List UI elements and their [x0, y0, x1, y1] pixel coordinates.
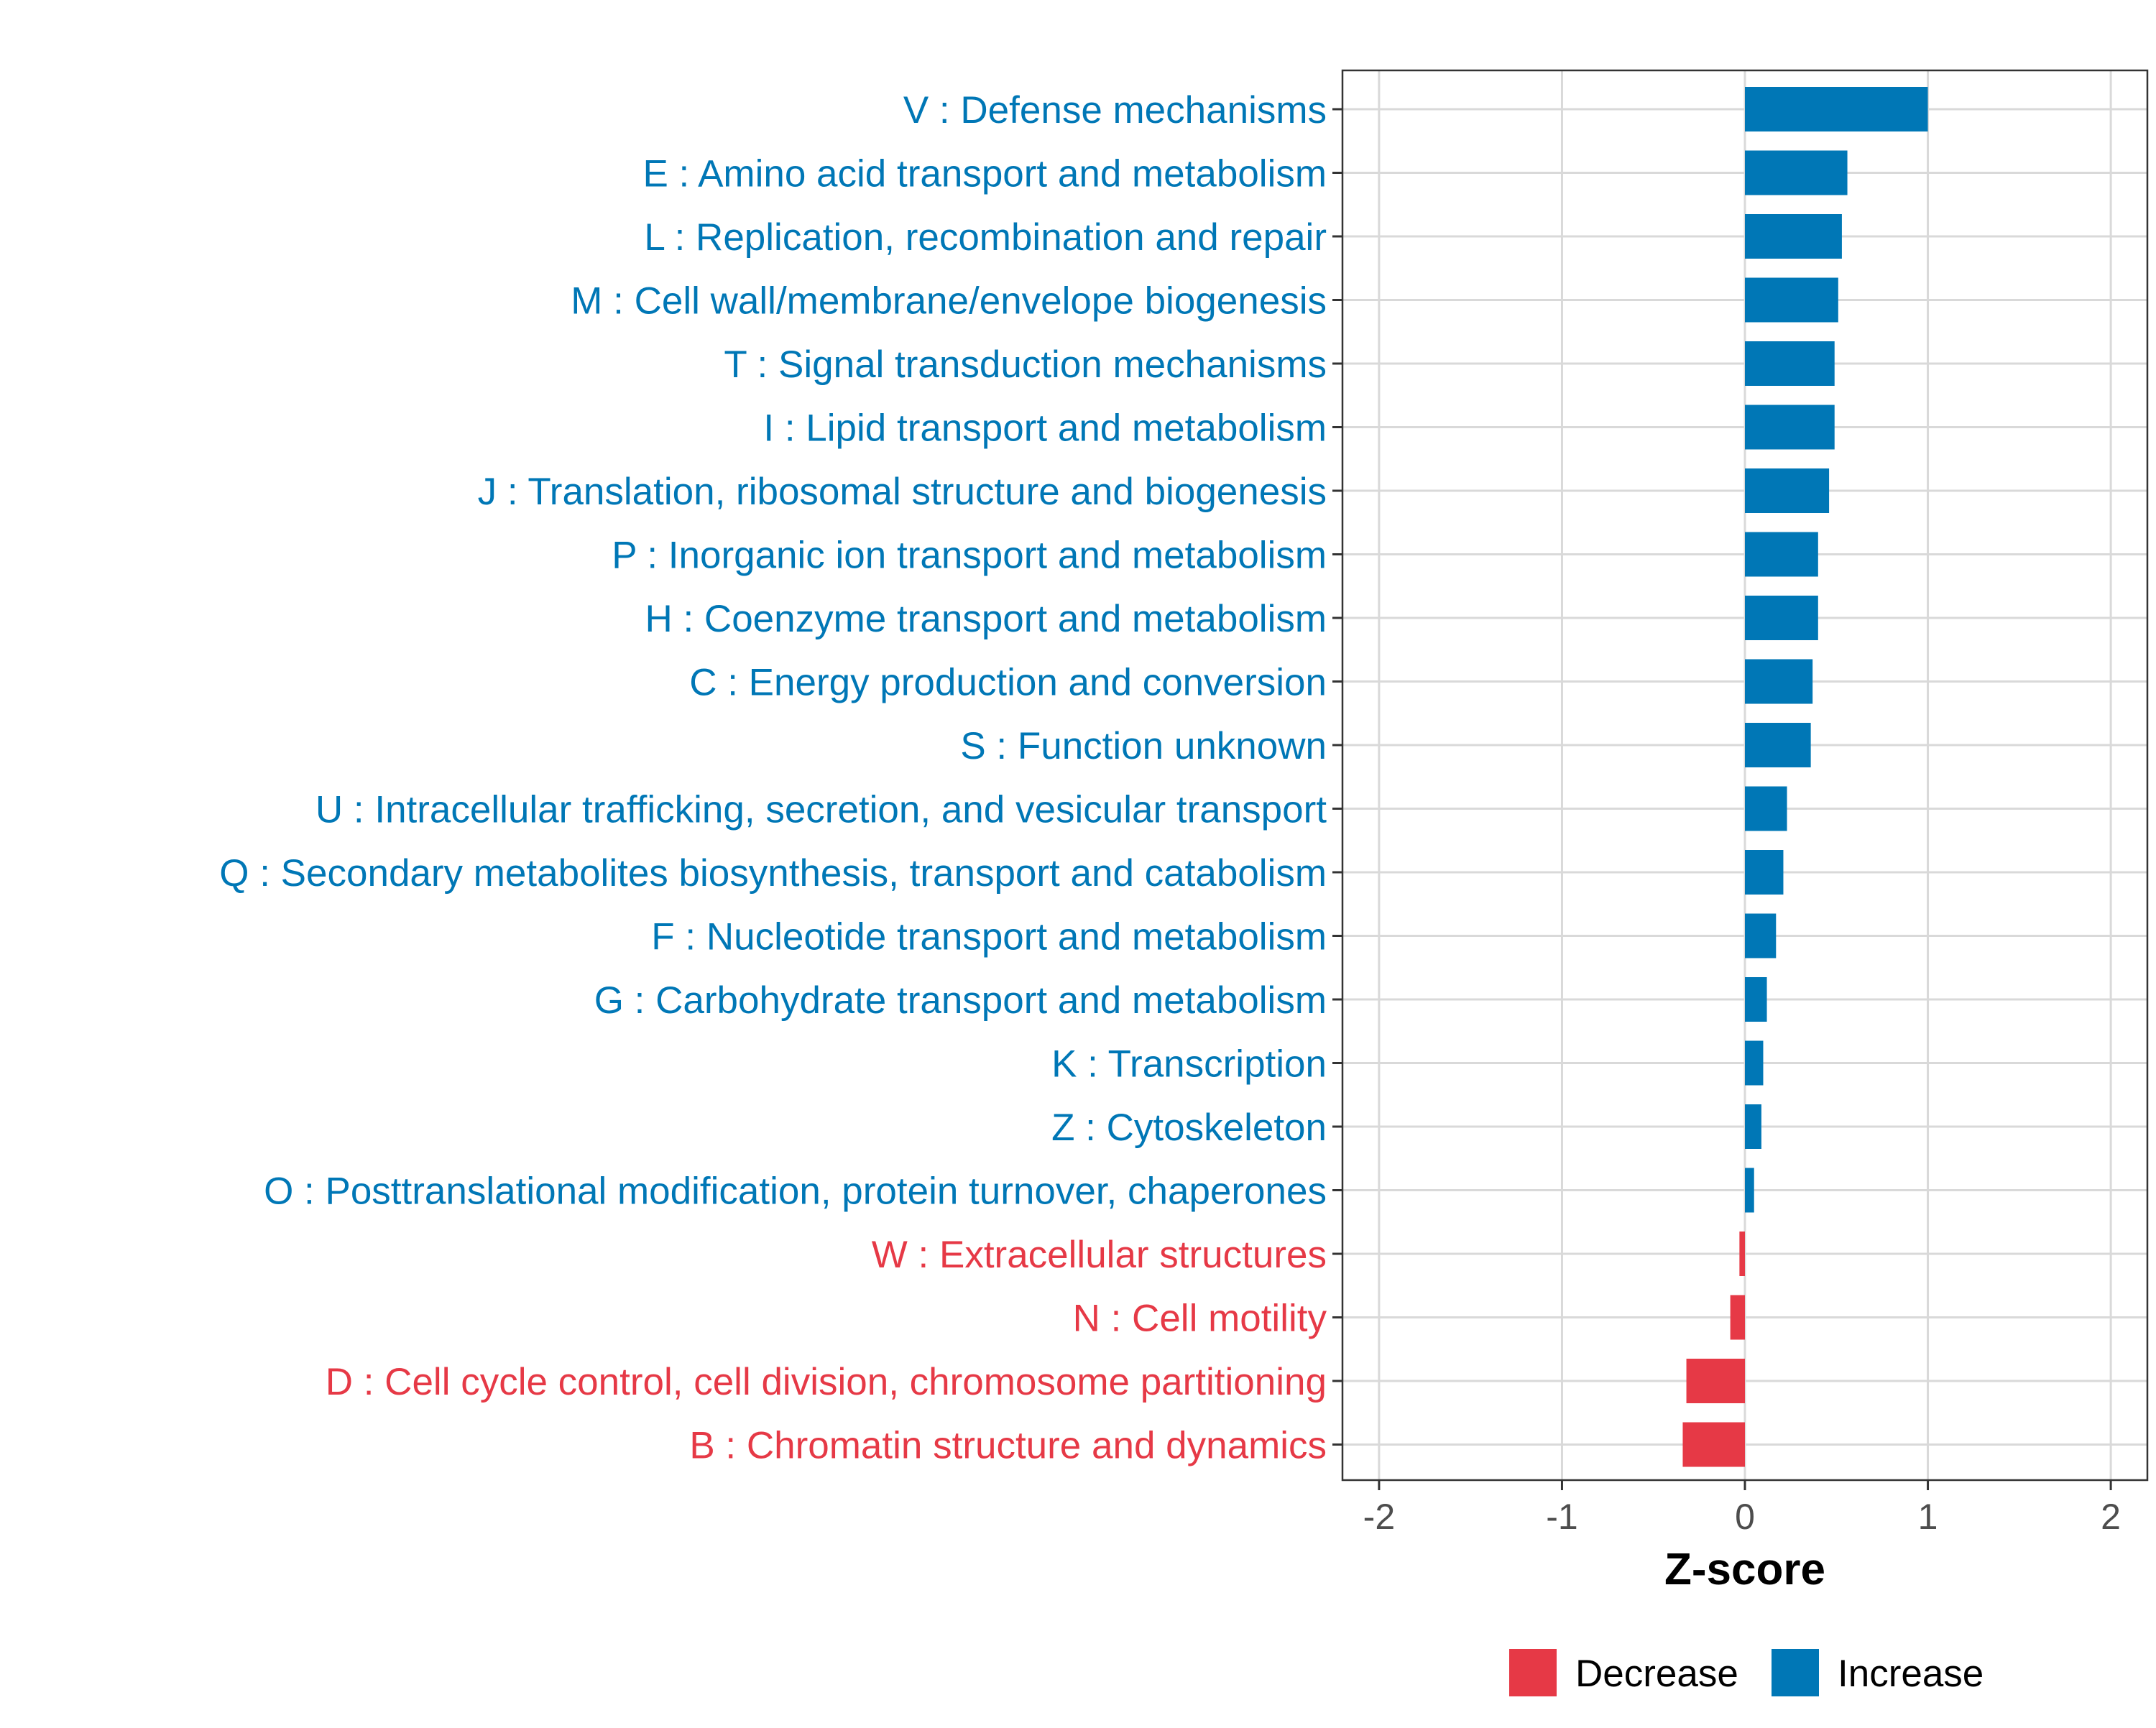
- bar: [1745, 532, 1818, 577]
- category-label: C : Energy production and conversion: [689, 662, 1327, 704]
- legend-label: Decrease: [1575, 1653, 1738, 1695]
- x-tick-label: -2: [1363, 1497, 1395, 1537]
- category-label: W : Extracellular structures: [872, 1234, 1327, 1276]
- bar: [1745, 341, 1835, 386]
- bar: [1739, 1232, 1745, 1276]
- bar: [1745, 786, 1787, 831]
- bar: [1745, 87, 1928, 131]
- category-label: B : Chromatin structure and dynamics: [689, 1425, 1327, 1467]
- legend-label: Increase: [1838, 1653, 1984, 1695]
- category-label: S : Function unknown: [960, 725, 1327, 767]
- category-label: L : Replication, recombination and repai…: [644, 216, 1327, 259]
- bar: [1745, 1104, 1761, 1149]
- bar: [1745, 850, 1784, 895]
- bar-layer: [1682, 87, 1928, 1467]
- x-tick-label: 1: [1918, 1497, 1938, 1537]
- legend-swatch: [1509, 1649, 1557, 1696]
- bar: [1745, 277, 1838, 323]
- x-tick-label: 2: [2101, 1497, 2121, 1537]
- bar: [1745, 468, 1830, 513]
- bar: [1745, 723, 1811, 767]
- bar: [1686, 1359, 1745, 1403]
- category-label: I : Lipid transport and metabolism: [763, 407, 1327, 450]
- category-label: U : Intracellular trafficking, secretion…: [315, 789, 1327, 831]
- bar: [1745, 150, 1848, 195]
- x-axis: -2 -1 0 1 2: [1363, 1480, 2121, 1537]
- category-label: K : Transcription: [1051, 1043, 1327, 1086]
- category-label: D : Cell cycle control, cell division, c…: [326, 1361, 1327, 1403]
- category-label: M : Cell wall/membrane/envelope biogenes…: [571, 280, 1327, 323]
- x-tick-label: 0: [1735, 1497, 1755, 1537]
- category-label: N : Cell motility: [1073, 1298, 1327, 1340]
- category-label: E : Amino acid transport and metabolism: [642, 153, 1327, 195]
- bar: [1745, 1168, 1754, 1213]
- category-label: J : Translation, ribosomal structure and…: [478, 471, 1327, 513]
- bar: [1730, 1295, 1745, 1340]
- category-label: V : Defense mechanisms: [903, 89, 1327, 131]
- category-label: P : Inorganic ion transport and metaboli…: [612, 535, 1327, 577]
- bar: [1745, 659, 1813, 704]
- legend: Decrease Increase: [1509, 1649, 1984, 1696]
- legend-swatch: [1772, 1649, 1819, 1696]
- bar: [1745, 405, 1835, 450]
- bar: [1745, 913, 1777, 958]
- bar: [1745, 214, 1842, 259]
- bar: [1745, 1040, 1764, 1086]
- category-label: F : Nucleotide transport and metabolism: [651, 916, 1327, 958]
- category-label: H : Coenzyme transport and metabolism: [645, 598, 1327, 640]
- category-label: Z : Cytoskeleton: [1051, 1106, 1327, 1149]
- x-tick-label: -1: [1546, 1497, 1577, 1537]
- category-label: G : Carbohydrate transport and metabolis…: [594, 979, 1327, 1022]
- category-label: T : Signal transduction mechanisms: [724, 343, 1327, 386]
- bar: [1745, 596, 1818, 640]
- x-axis-title: Z-score: [1664, 1545, 1825, 1594]
- category-label: Q : Secondary metabolites biosynthesis, …: [219, 852, 1327, 895]
- y-axis: V : Defense mechanisms E : Amino acid tra…: [219, 89, 1342, 1467]
- bar: [1745, 977, 1767, 1022]
- bar: [1682, 1422, 1745, 1467]
- category-label: O : Posttranslational modification, prot…: [264, 1170, 1327, 1213]
